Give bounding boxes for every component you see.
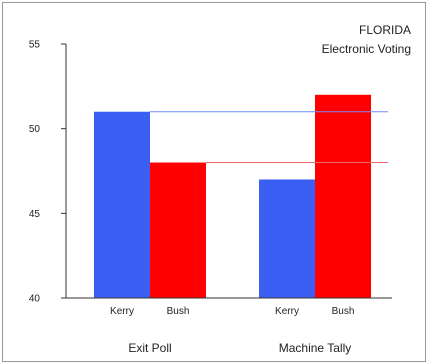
group-label-1: Machine Tally xyxy=(279,341,351,355)
group-label-0: Exit Poll xyxy=(128,341,171,355)
chart-title-line-1: FLORIDA xyxy=(358,23,411,37)
bar-1-1 xyxy=(315,94,371,298)
bar-1-0 xyxy=(259,179,315,298)
chart-title-line-2: Electronic Voting xyxy=(321,42,411,56)
chart-frame xyxy=(2,2,426,362)
y-tick-label-0: 40 xyxy=(29,294,41,305)
bar-0-1 xyxy=(150,162,206,298)
y-tick-label-2: 50 xyxy=(29,124,41,135)
y-tick-label-3: 55 xyxy=(29,40,41,51)
bar-0-0 xyxy=(94,111,150,298)
bar-label-0-0: Kerry xyxy=(110,306,134,317)
y-tick-label-1: 45 xyxy=(29,209,41,220)
bar-label-1-0: Kerry xyxy=(275,306,299,317)
bar-label-0-1: Bush xyxy=(167,306,190,317)
bar-label-1-1: Bush xyxy=(332,306,355,317)
